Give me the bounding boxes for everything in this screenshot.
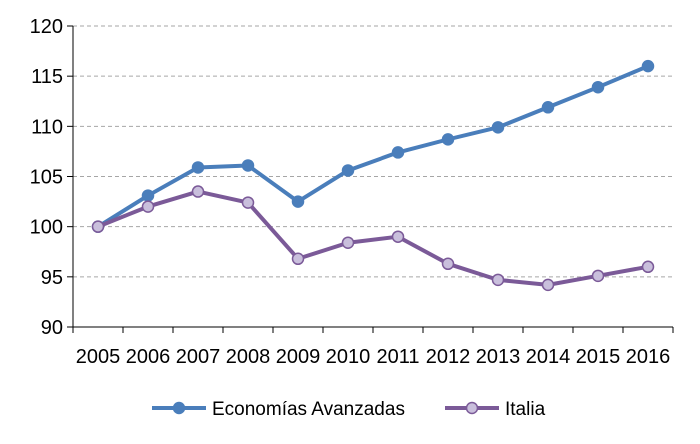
y-tick-label: 95 [41,267,63,289]
data-point [241,196,255,209]
y-tick-label: 100 [30,217,63,239]
data-point [591,80,605,94]
data-point [441,133,455,146]
data-point [91,220,105,233]
data-point [541,101,555,114]
data-point [241,159,255,172]
x-tick-label: 2014 [526,346,571,368]
y-tick-label: 105 [30,167,63,189]
y-tick-label: 90 [41,317,63,339]
data-point [391,230,405,243]
data-point [291,252,305,266]
legend-item-2: Italia [445,399,546,420]
legend-swatch-marker [172,401,186,415]
x-tick-label: 2006 [126,346,171,368]
legend-swatch-marker [465,401,479,415]
data-point [191,161,205,174]
data-point [141,200,155,213]
x-tick-label: 2010 [326,346,371,368]
data-point [391,146,405,159]
series-line [97,189,649,287]
data-point [641,59,655,73]
data-point [441,257,455,271]
legend-label: Italia [505,399,546,420]
data-point [541,278,555,292]
data-point [491,121,505,134]
x-tick-label: 2015 [576,346,621,368]
y-axis-ticks: 90 95 100 105 110 115 120 [30,16,73,339]
x-tick-label: 2013 [476,346,521,368]
y-tick-label: 115 [31,66,63,88]
legend: Economías Avanzadas Italia [152,399,546,420]
data-point [141,189,155,202]
data-point [291,195,305,208]
x-tick-label: 2007 [176,346,221,368]
x-tick-label: 2016 [626,346,671,368]
axes [72,26,673,328]
series [91,59,655,292]
y-tick-label: 110 [31,116,63,138]
gridlines [73,25,673,278]
x-tick-label: 2011 [376,346,419,368]
x-tick-label: 2008 [226,346,271,368]
data-point [591,269,605,283]
data-point [491,273,505,287]
legend-item-1: Economías Avanzadas [152,399,405,420]
series-line [96,64,649,229]
x-tick-label: 2009 [276,346,321,368]
x-tick-label: 2012 [426,346,471,368]
series-2 [91,185,655,292]
data-point [341,164,355,177]
y-tick-label: 120 [30,16,63,38]
x-tick-label: 2005 [76,346,121,368]
data-point [341,236,355,249]
legend-label: Economías Avanzadas [212,399,405,420]
data-point [641,260,655,274]
series-1 [91,59,655,233]
x-axis-ticks: 2005 2006 2007 2008 2009 2010 2011 2012 2013 2014… [72,327,674,368]
data-point [191,185,205,198]
